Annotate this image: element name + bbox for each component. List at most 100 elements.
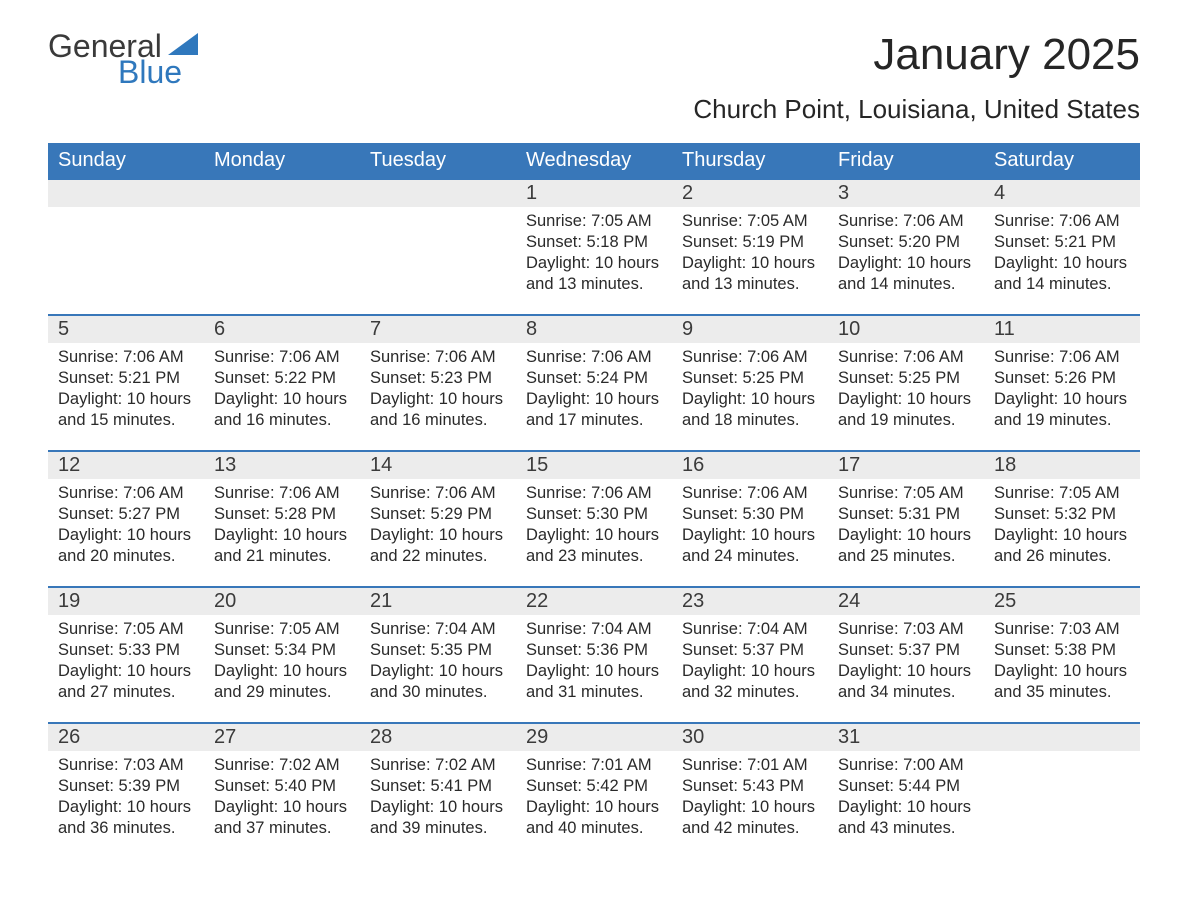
calendar-cell: 12Sunrise: 7:06 AMSunset: 5:27 PMDayligh… (48, 450, 204, 586)
calendar-cell (360, 178, 516, 314)
sunrise-line: Sunrise: 7:04 AM (526, 619, 662, 640)
day-number (204, 178, 360, 207)
sunrise-line: Sunrise: 7:05 AM (994, 483, 1130, 504)
calendar-cell: 2Sunrise: 7:05 AMSunset: 5:19 PMDaylight… (672, 178, 828, 314)
daylight-line: Daylight: 10 hours and 20 minutes. (58, 525, 194, 567)
sunset-line: Sunset: 5:33 PM (58, 640, 194, 661)
day-details: Sunrise: 7:04 AMSunset: 5:37 PMDaylight:… (672, 615, 828, 711)
sunrise-line: Sunrise: 7:03 AM (838, 619, 974, 640)
weekday-header: Saturday (984, 143, 1140, 178)
sunrise-line: Sunrise: 7:06 AM (58, 483, 194, 504)
sunrise-line: Sunrise: 7:05 AM (838, 483, 974, 504)
brand-logo: General Blue (48, 30, 198, 88)
calendar-cell: 1Sunrise: 7:05 AMSunset: 5:18 PMDaylight… (516, 178, 672, 314)
sunrise-line: Sunrise: 7:06 AM (682, 483, 818, 504)
calendar-body: 1Sunrise: 7:05 AMSunset: 5:18 PMDaylight… (48, 178, 1140, 858)
day-details: Sunrise: 7:02 AMSunset: 5:41 PMDaylight:… (360, 751, 516, 847)
daylight-line: Daylight: 10 hours and 13 minutes. (682, 253, 818, 295)
sunrise-line: Sunrise: 7:00 AM (838, 755, 974, 776)
daylight-line: Daylight: 10 hours and 39 minutes. (370, 797, 506, 839)
title-block: January 2025 Church Point, Louisiana, Un… (693, 30, 1140, 125)
sunset-line: Sunset: 5:26 PM (994, 368, 1130, 389)
daylight-line: Daylight: 10 hours and 27 minutes. (58, 661, 194, 703)
daylight-line: Daylight: 10 hours and 14 minutes. (994, 253, 1130, 295)
weekday-header: Tuesday (360, 143, 516, 178)
sunset-line: Sunset: 5:40 PM (214, 776, 350, 797)
day-number: 31 (828, 722, 984, 751)
day-number: 11 (984, 314, 1140, 343)
calendar-week: 12Sunrise: 7:06 AMSunset: 5:27 PMDayligh… (48, 450, 1140, 586)
calendar-cell: 31Sunrise: 7:00 AMSunset: 5:44 PMDayligh… (828, 722, 984, 858)
sunrise-line: Sunrise: 7:03 AM (994, 619, 1130, 640)
day-details: Sunrise: 7:05 AMSunset: 5:18 PMDaylight:… (516, 207, 672, 303)
sunrise-line: Sunrise: 7:05 AM (58, 619, 194, 640)
day-number: 16 (672, 450, 828, 479)
calendar-cell: 6Sunrise: 7:06 AMSunset: 5:22 PMDaylight… (204, 314, 360, 450)
daylight-line: Daylight: 10 hours and 26 minutes. (994, 525, 1130, 567)
weekday-header: Thursday (672, 143, 828, 178)
day-details: Sunrise: 7:06 AMSunset: 5:27 PMDaylight:… (48, 479, 204, 575)
sunset-line: Sunset: 5:20 PM (838, 232, 974, 253)
sunrise-line: Sunrise: 7:06 AM (994, 347, 1130, 368)
day-details: Sunrise: 7:06 AMSunset: 5:21 PMDaylight:… (48, 343, 204, 439)
sunrise-line: Sunrise: 7:02 AM (214, 755, 350, 776)
day-details: Sunrise: 7:06 AMSunset: 5:26 PMDaylight:… (984, 343, 1140, 439)
daylight-line: Daylight: 10 hours and 43 minutes. (838, 797, 974, 839)
sunrise-line: Sunrise: 7:01 AM (682, 755, 818, 776)
day-number: 18 (984, 450, 1140, 479)
sunset-line: Sunset: 5:42 PM (526, 776, 662, 797)
day-number: 20 (204, 586, 360, 615)
day-details: Sunrise: 7:06 AMSunset: 5:28 PMDaylight:… (204, 479, 360, 575)
calendar-cell: 24Sunrise: 7:03 AMSunset: 5:37 PMDayligh… (828, 586, 984, 722)
calendar-cell: 16Sunrise: 7:06 AMSunset: 5:30 PMDayligh… (672, 450, 828, 586)
day-details: Sunrise: 7:03 AMSunset: 5:37 PMDaylight:… (828, 615, 984, 711)
day-number: 5 (48, 314, 204, 343)
daylight-line: Daylight: 10 hours and 35 minutes. (994, 661, 1130, 703)
sunset-line: Sunset: 5:24 PM (526, 368, 662, 389)
day-number (48, 178, 204, 207)
day-number: 15 (516, 450, 672, 479)
header: General Blue January 2025 Church Point, … (48, 30, 1140, 125)
sunrise-line: Sunrise: 7:06 AM (370, 347, 506, 368)
daylight-line: Daylight: 10 hours and 34 minutes. (838, 661, 974, 703)
daylight-line: Daylight: 10 hours and 16 minutes. (370, 389, 506, 431)
daylight-line: Daylight: 10 hours and 32 minutes. (682, 661, 818, 703)
calendar-cell: 27Sunrise: 7:02 AMSunset: 5:40 PMDayligh… (204, 722, 360, 858)
day-details: Sunrise: 7:06 AMSunset: 5:30 PMDaylight:… (516, 479, 672, 575)
daylight-line: Daylight: 10 hours and 37 minutes. (214, 797, 350, 839)
sunset-line: Sunset: 5:18 PM (526, 232, 662, 253)
page-title: January 2025 (693, 30, 1140, 80)
calendar-cell: 9Sunrise: 7:06 AMSunset: 5:25 PMDaylight… (672, 314, 828, 450)
day-number: 4 (984, 178, 1140, 207)
sunset-line: Sunset: 5:25 PM (838, 368, 974, 389)
location-subtitle: Church Point, Louisiana, United States (693, 94, 1140, 125)
sunrise-line: Sunrise: 7:06 AM (682, 347, 818, 368)
sunrise-line: Sunrise: 7:05 AM (214, 619, 350, 640)
day-details: Sunrise: 7:06 AMSunset: 5:24 PMDaylight:… (516, 343, 672, 439)
day-number: 17 (828, 450, 984, 479)
daylight-line: Daylight: 10 hours and 16 minutes. (214, 389, 350, 431)
daylight-line: Daylight: 10 hours and 21 minutes. (214, 525, 350, 567)
sunset-line: Sunset: 5:37 PM (682, 640, 818, 661)
calendar-week: 26Sunrise: 7:03 AMSunset: 5:39 PMDayligh… (48, 722, 1140, 858)
day-number: 28 (360, 722, 516, 751)
daylight-line: Daylight: 10 hours and 18 minutes. (682, 389, 818, 431)
day-number (360, 178, 516, 207)
day-details: Sunrise: 7:03 AMSunset: 5:39 PMDaylight:… (48, 751, 204, 847)
sunset-line: Sunset: 5:36 PM (526, 640, 662, 661)
daylight-line: Daylight: 10 hours and 19 minutes. (838, 389, 974, 431)
calendar-cell: 20Sunrise: 7:05 AMSunset: 5:34 PMDayligh… (204, 586, 360, 722)
daylight-line: Daylight: 10 hours and 29 minutes. (214, 661, 350, 703)
daylight-line: Daylight: 10 hours and 25 minutes. (838, 525, 974, 567)
sunrise-line: Sunrise: 7:01 AM (526, 755, 662, 776)
sunset-line: Sunset: 5:39 PM (58, 776, 194, 797)
sunset-line: Sunset: 5:28 PM (214, 504, 350, 525)
sail-icon (168, 33, 198, 55)
sunrise-line: Sunrise: 7:04 AM (370, 619, 506, 640)
calendar-cell: 11Sunrise: 7:06 AMSunset: 5:26 PMDayligh… (984, 314, 1140, 450)
sunset-line: Sunset: 5:41 PM (370, 776, 506, 797)
sunrise-line: Sunrise: 7:06 AM (838, 347, 974, 368)
sunset-line: Sunset: 5:22 PM (214, 368, 350, 389)
sunset-line: Sunset: 5:37 PM (838, 640, 974, 661)
calendar-cell: 19Sunrise: 7:05 AMSunset: 5:33 PMDayligh… (48, 586, 204, 722)
